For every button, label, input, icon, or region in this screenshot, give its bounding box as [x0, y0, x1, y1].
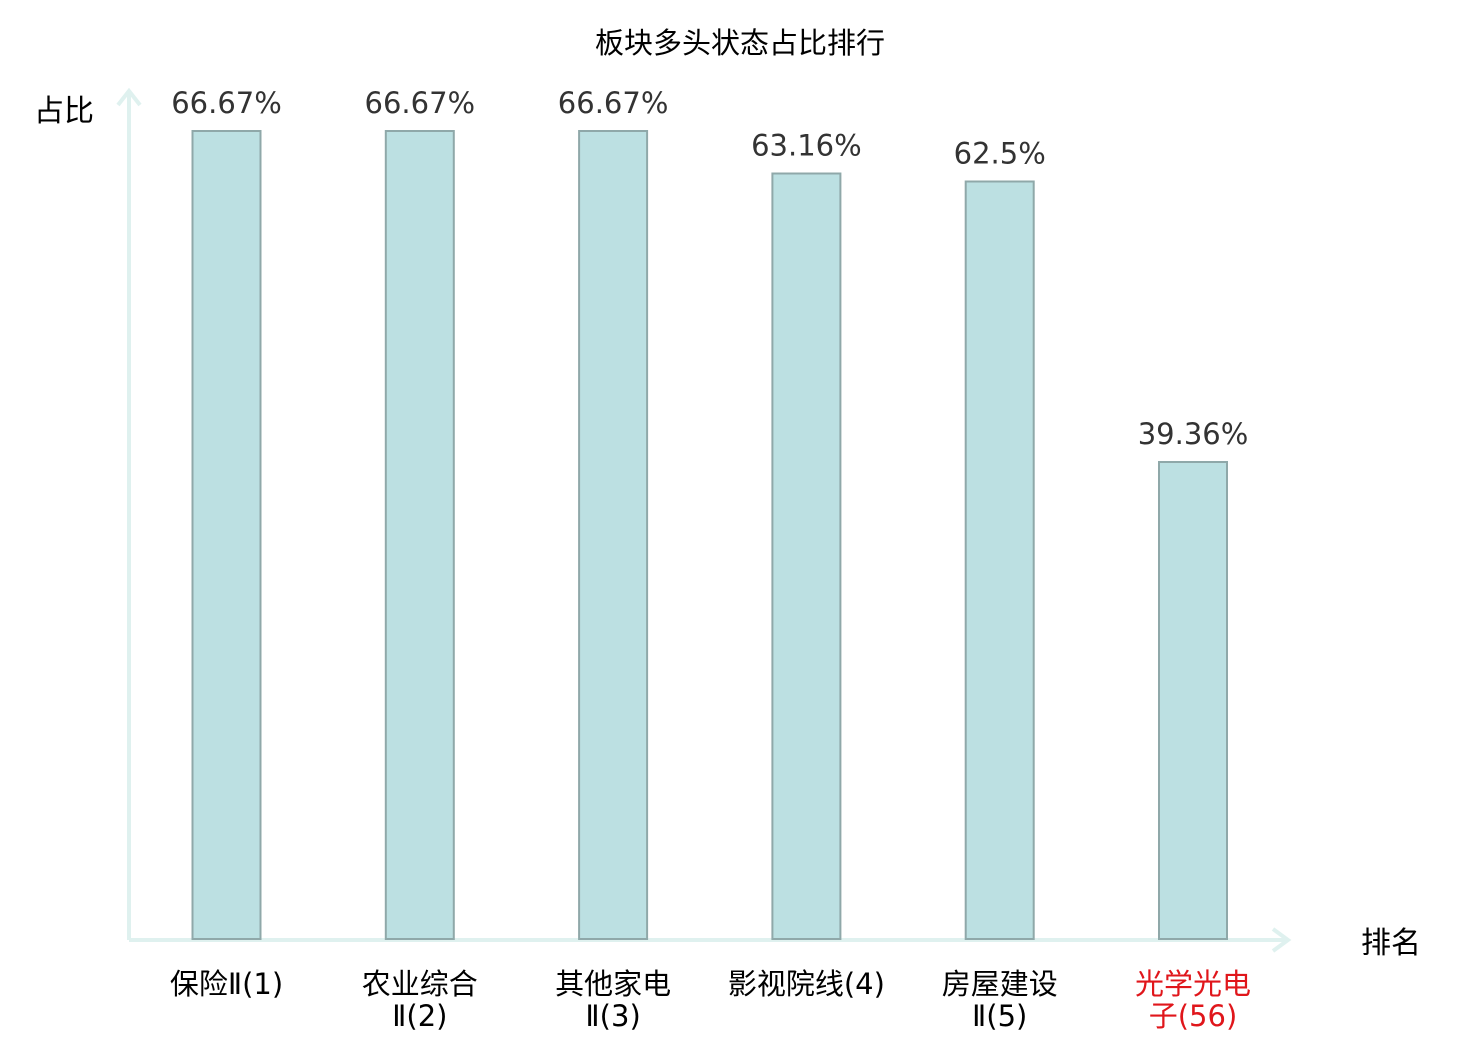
- bar-6: [1158, 461, 1228, 940]
- bar-3: [578, 130, 649, 940]
- category-label-1: 保险Ⅱ(1): [170, 967, 283, 1001]
- value-label-3: 66.67%: [558, 86, 669, 120]
- bar-1: [191, 130, 262, 940]
- value-label-5: 62.5%: [954, 137, 1046, 171]
- value-label-1: 66.67%: [171, 86, 282, 120]
- y-axis-arrow-icon: [116, 87, 142, 107]
- category-labels-group: 保险Ⅱ(1) 农业综合 Ⅱ(2) 其他家电 Ⅱ(3) 影视院线(4) 房屋建设 Ⅱ(5) 光学光…: [170, 967, 1251, 1033]
- y-axis-label: 占比: [34, 94, 94, 129]
- category-label-3: 其他家电 Ⅱ(3): [555, 967, 671, 1033]
- category-label-4: 影视院线(4): [728, 967, 885, 1001]
- chart-title: 板块多头状态占比排行: [595, 26, 885, 60]
- category-label-2: 农业综合 Ⅱ(2): [362, 967, 478, 1033]
- category-label-6: 光学光电子(56): [1135, 967, 1251, 1033]
- value-labels-group: 66.67% 66.67% 66.67% 63.16% 62.5% 39.36%: [171, 86, 1248, 451]
- value-label-4: 63.16%: [751, 129, 862, 163]
- value-label-6: 39.36%: [1138, 417, 1249, 451]
- bars-group: [191, 130, 1228, 940]
- bar-5: [964, 180, 1035, 940]
- bar-2: [384, 130, 455, 940]
- x-axis-arrow-icon: [1271, 927, 1292, 953]
- x-axis-label: 排名: [1361, 926, 1421, 961]
- category-label-5: 房屋建设 Ⅱ(5): [942, 967, 1058, 1033]
- value-label-2: 66.67%: [365, 86, 476, 120]
- axes: [116, 87, 1292, 953]
- bar-4: [771, 172, 842, 940]
